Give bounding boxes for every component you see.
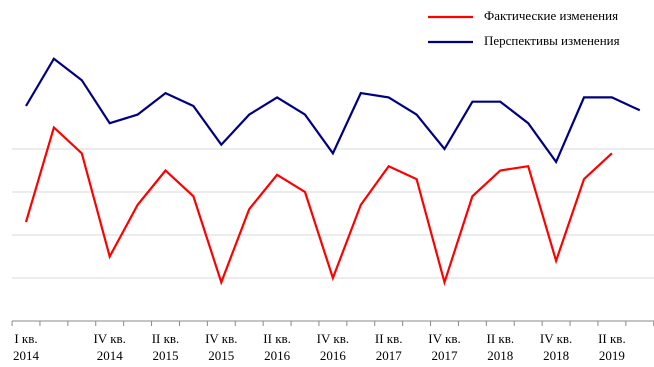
legend-label: Фактические изменения xyxy=(484,8,618,23)
x-tick-label: II кв. 2015 xyxy=(151,331,180,363)
x-tick-label: IV кв. 2016 xyxy=(316,331,350,363)
x-tick-label: IV кв. 2018 xyxy=(539,331,573,363)
series-line xyxy=(24,125,613,287)
x-tick-label: II кв. 2019 xyxy=(598,331,626,363)
legend-label: Перспективы изменения xyxy=(484,33,620,48)
x-tick-label: II кв. 2018 xyxy=(486,331,515,363)
x-tick-label: I кв. 2014 xyxy=(13,331,39,363)
series-line xyxy=(25,57,641,165)
x-tick-label: IV кв. 2017 xyxy=(428,331,461,363)
x-tick-label: II кв. 2016 xyxy=(263,331,291,363)
x-tick-label: II кв. 2017 xyxy=(374,331,403,363)
x-tick-label: IV кв. 2015 xyxy=(205,331,238,363)
x-tick-label: IV кв. 2014 xyxy=(93,331,126,363)
